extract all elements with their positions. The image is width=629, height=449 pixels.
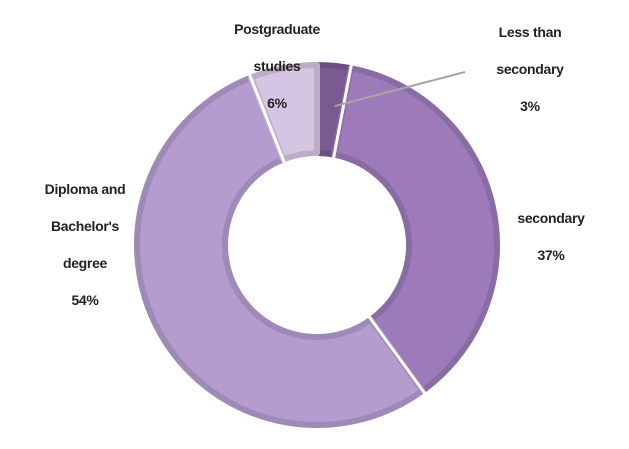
donut-slice bbox=[331, 65, 500, 394]
category-label: Less than secondary bbox=[496, 24, 564, 77]
value-label: 37% bbox=[537, 247, 565, 263]
value-label: 6% bbox=[267, 95, 287, 111]
slice-gap bbox=[247, 73, 286, 164]
slice-gap bbox=[332, 63, 353, 159]
donut-slice bbox=[247, 62, 320, 163]
slice-label: Diploma and Bachelor's degree 54% bbox=[31, 171, 139, 319]
slice-label: secondary 37% bbox=[496, 200, 606, 274]
slice-gap bbox=[367, 315, 427, 395]
category-label: Diploma and Bachelor's degree bbox=[44, 181, 126, 271]
slice-label: Postgraduate studies 6% bbox=[222, 11, 332, 122]
category-label: secondary bbox=[517, 210, 585, 226]
donut-slice bbox=[134, 74, 426, 428]
value-label: 3% bbox=[520, 98, 540, 114]
category-label: Postgraduate studies bbox=[234, 21, 320, 74]
leader-line bbox=[334, 71, 466, 107]
value-label: 54% bbox=[71, 292, 99, 308]
slice-label: Less than secondary 3% bbox=[475, 14, 585, 125]
